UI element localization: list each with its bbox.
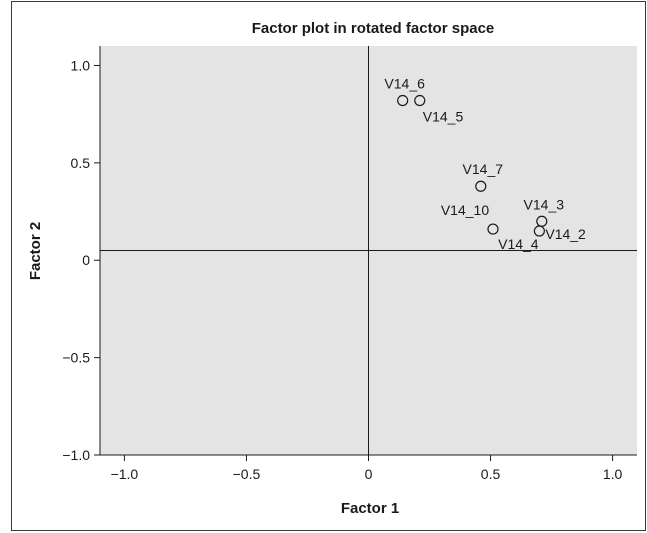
data-point-label: V14_2 [545,226,586,242]
x-ticks: −1.0 −0.5 0 0.5 1.0 [111,455,623,482]
x-tick-label: 1.0 [603,466,623,482]
y-tick-label: 0 [82,252,90,268]
data-point-label: V14_10 [441,202,489,218]
chart-title: Factor plot in rotated factor space [252,20,495,37]
y-ticks: −1.0 −0.5 0 0.5 1.0 [62,57,100,463]
y-tick-label: −1.0 [62,447,90,463]
x-tick-label: −0.5 [233,466,261,482]
data-point-marker [414,94,426,107]
y-tick-label: −0.5 [62,350,90,366]
data-point-label: V14_3 [524,196,565,212]
x-tick-label: −1.0 [111,466,139,482]
data-points: V14_6 V14_5 V14_7 V14_10 V14_3 V14_2 V14_4 [384,76,586,252]
x-axis-label: Factor 1 [341,500,399,517]
data-point-label: V14_4 [498,236,539,252]
data-point-marker [533,225,545,237]
data-point-marker [487,223,499,235]
data-point-label: V14_7 [463,161,504,177]
data-point-label: V14_5 [423,109,464,125]
data-point-label: V14_6 [384,76,425,92]
y-axis-label: Factor 2 [27,222,44,280]
data-point-marker [397,94,409,107]
y-tick-label: 1.0 [71,57,91,73]
y-tick-label: 0.5 [71,155,91,171]
x-tick-label: 0.5 [481,466,501,482]
x-tick-label: 0 [365,466,373,482]
data-point-marker [475,180,487,192]
